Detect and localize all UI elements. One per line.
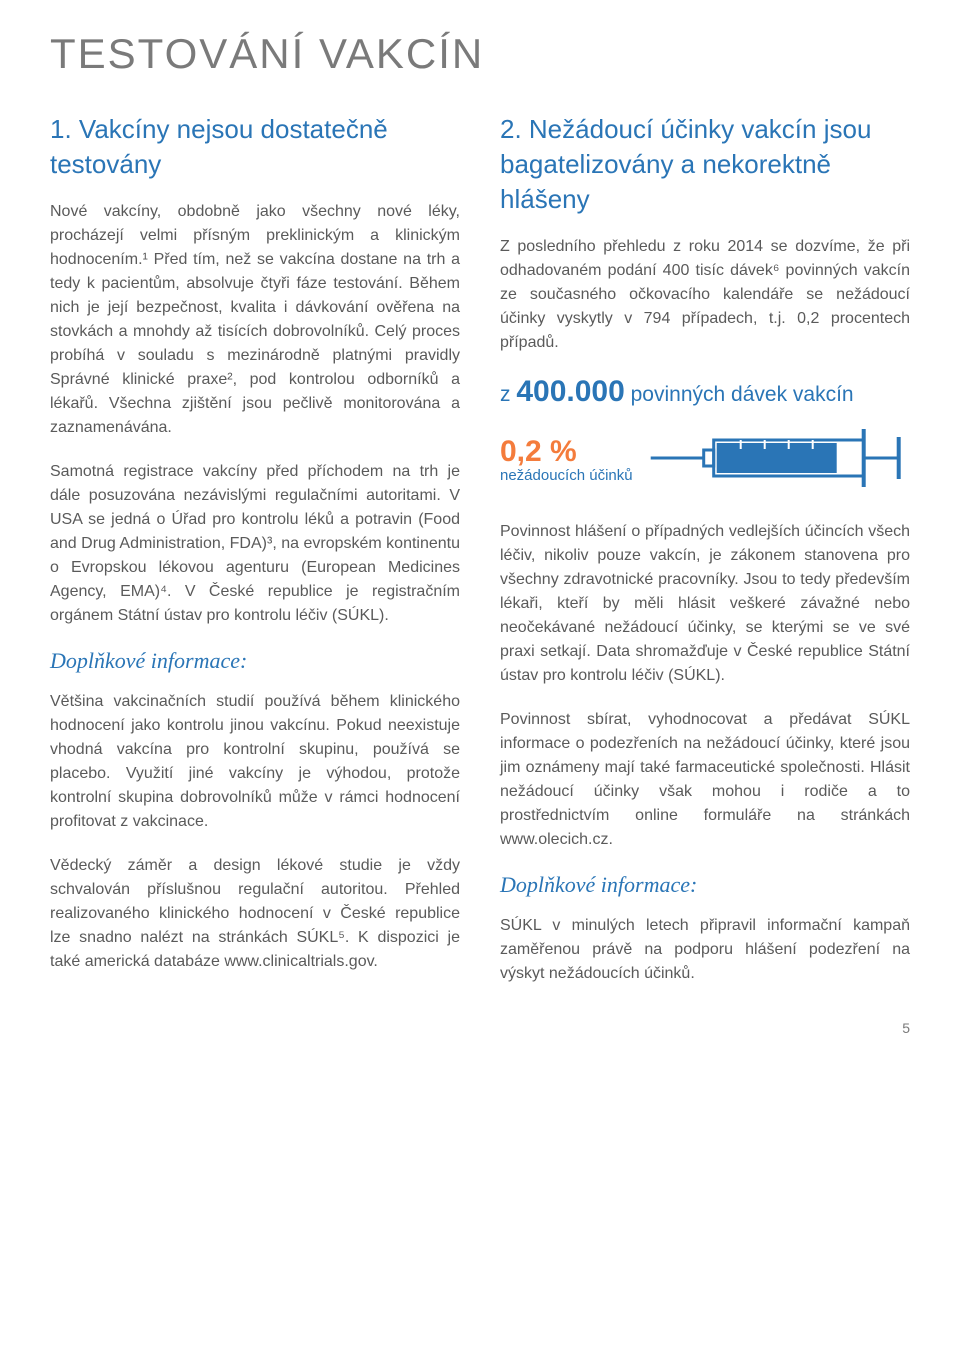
percent-value: 0,2 % (500, 437, 633, 467)
right-column: 2. Nežádoucí účinky vakcín jsou bagateli… (500, 112, 910, 1006)
page-number: 5 (50, 1020, 910, 1036)
stat-prefix: z (500, 383, 516, 406)
syringe-icon (647, 423, 910, 498)
section-2-paragraph-3: Povinnost sbírat, vyhodnocovat a předáva… (500, 708, 910, 852)
page-title: TESTOVÁNÍ VAKCÍN (50, 30, 910, 78)
stat-big-number: 400.000 (516, 375, 624, 408)
supplementary-right-p1: SÚKL v minulých letech připravil informa… (500, 914, 910, 986)
stat-suffix: povinných dávek vakcín (625, 383, 854, 406)
supplementary-heading-left: Doplňkové informace: (50, 648, 460, 674)
percent-label: nežádoucích účinků (500, 467, 633, 485)
section-1-paragraph-1: Nové vakcíny, obdobně jako všechny nové … (50, 200, 460, 440)
two-column-layout: 1. Vakcíny nejsou dostatečně testovány N… (50, 112, 910, 1006)
syringe-infographic: 0,2 % nežádoucích účinků (500, 423, 910, 498)
section-1-heading: 1. Vakcíny nejsou dostatečně testovány (50, 112, 460, 182)
left-column: 1. Vakcíny nejsou dostatečně testovány N… (50, 112, 460, 1006)
section-2-heading: 2. Nežádoucí účinky vakcín jsou bagateli… (500, 112, 910, 217)
section-1-paragraph-2: Samotná registrace vakcíny před příchode… (50, 460, 460, 628)
section-2-paragraph-1: Z posledního přehledu z roku 2014 se doz… (500, 235, 910, 355)
stat-line: z 400.000 povinných dávek vakcín (500, 375, 910, 409)
percent-block: 0,2 % nežádoucích účinků (500, 437, 633, 485)
section-2-paragraph-2: Povinnost hlášení o případných vedlejšíc… (500, 520, 910, 688)
supplementary-left-p2: Vědecký záměr a design lékové studie je … (50, 854, 460, 974)
supplementary-heading-right: Doplňkové informace: (500, 872, 910, 898)
supplementary-left-p1: Většina vakcinačních studií používá běhe… (50, 690, 460, 834)
